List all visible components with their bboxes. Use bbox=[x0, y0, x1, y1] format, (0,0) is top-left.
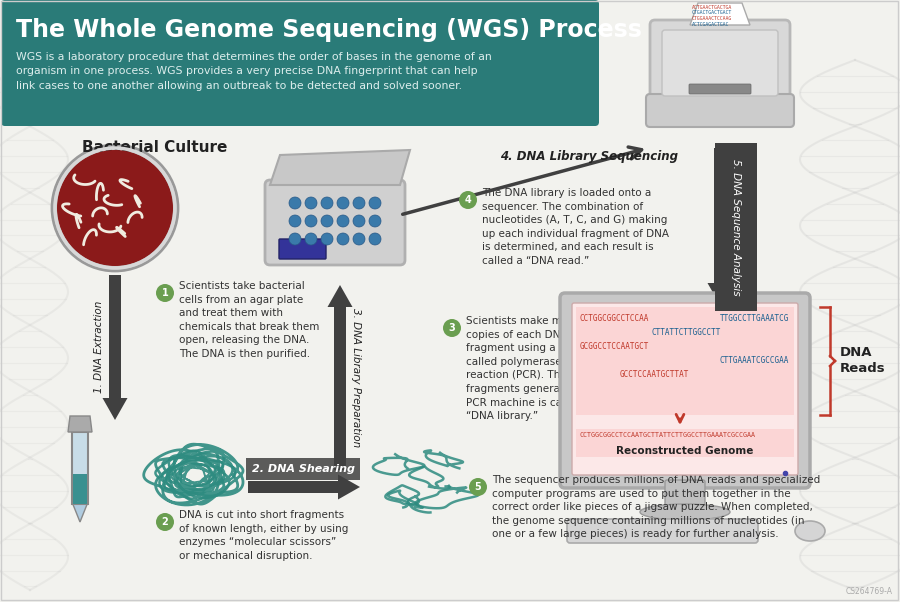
Polygon shape bbox=[690, 3, 750, 25]
Circle shape bbox=[353, 197, 365, 209]
Text: Scientists take bacterial
cells from an agar plate
and treat them with
chemicals: Scientists take bacterial cells from an … bbox=[179, 281, 320, 359]
Circle shape bbox=[321, 233, 333, 245]
FancyBboxPatch shape bbox=[334, 307, 346, 470]
Text: GCCTCCAATGCTTAT: GCCTCCAATGCTTAT bbox=[620, 370, 689, 379]
Circle shape bbox=[156, 513, 174, 531]
FancyBboxPatch shape bbox=[1, 0, 599, 126]
Circle shape bbox=[321, 215, 333, 227]
FancyBboxPatch shape bbox=[279, 239, 326, 259]
Polygon shape bbox=[270, 150, 410, 185]
Text: The DNA library is loaded onto a
sequencer. The combination of
nucleotides (A, T: The DNA library is loaded onto a sequenc… bbox=[482, 188, 669, 266]
Circle shape bbox=[305, 197, 317, 209]
Text: ACTCGAGACTGAC: ACTCGAGACTGAC bbox=[692, 22, 729, 26]
Text: CS264769-A: CS264769-A bbox=[846, 587, 893, 596]
Text: CTGGAAACTCCAAG: CTGGAAACTCCAAG bbox=[692, 16, 733, 21]
Text: 4. DNA Library Sequencing: 4. DNA Library Sequencing bbox=[500, 150, 678, 163]
Circle shape bbox=[443, 319, 461, 337]
Circle shape bbox=[337, 197, 349, 209]
FancyBboxPatch shape bbox=[109, 275, 121, 398]
FancyBboxPatch shape bbox=[567, 519, 758, 543]
Polygon shape bbox=[338, 474, 360, 500]
Ellipse shape bbox=[640, 504, 730, 520]
FancyBboxPatch shape bbox=[73, 474, 87, 504]
Circle shape bbox=[289, 233, 301, 245]
Circle shape bbox=[353, 233, 365, 245]
Circle shape bbox=[289, 197, 301, 209]
Circle shape bbox=[469, 478, 487, 496]
Circle shape bbox=[305, 233, 317, 245]
Circle shape bbox=[57, 150, 173, 266]
FancyBboxPatch shape bbox=[576, 429, 794, 457]
FancyBboxPatch shape bbox=[72, 432, 88, 504]
Polygon shape bbox=[103, 398, 128, 420]
FancyBboxPatch shape bbox=[689, 84, 751, 94]
Text: Reconstructed Genome: Reconstructed Genome bbox=[616, 446, 753, 456]
Circle shape bbox=[337, 215, 349, 227]
Text: The Whole Genome Sequencing (WGS) Process: The Whole Genome Sequencing (WGS) Proces… bbox=[16, 18, 642, 42]
Circle shape bbox=[369, 197, 381, 209]
Text: DNA
Reads: DNA Reads bbox=[840, 347, 886, 376]
FancyBboxPatch shape bbox=[572, 303, 798, 475]
Text: CCTGGCGGCCTCCAATGCTTATTCTTGGCCTTGAAATCGCCGAA: CCTGGCGGCCTCCAATGCTTATTCTTGGCCTTGAAATCGC… bbox=[579, 432, 755, 438]
Text: WGS is a laboratory procedure that determines the order of bases in the genome o: WGS is a laboratory procedure that deter… bbox=[16, 52, 491, 91]
Text: DNA is cut into short fragments
of known length, either by using
enzymes “molecu: DNA is cut into short fragments of known… bbox=[179, 510, 348, 561]
Text: The sequencer produces millions of DNA reads and specialized
computer programs a: The sequencer produces millions of DNA r… bbox=[492, 475, 820, 539]
FancyBboxPatch shape bbox=[714, 148, 726, 283]
FancyBboxPatch shape bbox=[650, 20, 790, 105]
Text: CTGACTGACTGACT: CTGACTGACTGACT bbox=[692, 10, 733, 16]
Text: 3. DNA Library Preparation: 3. DNA Library Preparation bbox=[351, 308, 361, 448]
Text: Scientists make many
copies of each DNA
fragment using a process
called polymera: Scientists make many copies of each DNA … bbox=[466, 316, 606, 421]
FancyBboxPatch shape bbox=[560, 293, 810, 488]
Text: 5: 5 bbox=[474, 482, 482, 492]
Polygon shape bbox=[328, 285, 353, 307]
Circle shape bbox=[459, 191, 477, 209]
FancyBboxPatch shape bbox=[665, 480, 705, 506]
Text: 3: 3 bbox=[448, 323, 455, 333]
FancyBboxPatch shape bbox=[248, 481, 338, 493]
Circle shape bbox=[289, 215, 301, 227]
Text: 2. DNA Shearing: 2. DNA Shearing bbox=[251, 464, 355, 474]
Polygon shape bbox=[707, 283, 733, 305]
Text: 1. DNA Extraction: 1. DNA Extraction bbox=[94, 301, 104, 393]
FancyBboxPatch shape bbox=[265, 180, 405, 265]
Text: CCTGGCGGCCTCCAA: CCTGGCGGCCTCCAA bbox=[580, 314, 650, 323]
Circle shape bbox=[156, 284, 174, 302]
Ellipse shape bbox=[795, 521, 825, 541]
Polygon shape bbox=[68, 416, 92, 432]
Text: 4: 4 bbox=[464, 195, 472, 205]
FancyBboxPatch shape bbox=[646, 94, 794, 127]
Circle shape bbox=[369, 215, 381, 227]
Text: 5. DNA Sequence Analysis: 5. DNA Sequence Analysis bbox=[731, 159, 741, 296]
Circle shape bbox=[305, 215, 317, 227]
FancyBboxPatch shape bbox=[662, 30, 778, 96]
Text: ACTGAACTGACTGA: ACTGAACTGACTGA bbox=[692, 5, 733, 10]
Text: CTTGAAATCGCCGAA: CTTGAAATCGCCGAA bbox=[720, 356, 789, 365]
Text: GCGGCCTCCAATGCT: GCGGCCTCCAATGCT bbox=[580, 342, 650, 351]
Text: 1: 1 bbox=[162, 288, 168, 298]
Circle shape bbox=[321, 197, 333, 209]
Circle shape bbox=[369, 233, 381, 245]
Circle shape bbox=[337, 233, 349, 245]
Circle shape bbox=[52, 145, 178, 271]
Polygon shape bbox=[72, 502, 88, 522]
Text: 2: 2 bbox=[162, 517, 168, 527]
FancyBboxPatch shape bbox=[576, 307, 794, 415]
Circle shape bbox=[353, 215, 365, 227]
Text: Bacterial Culture: Bacterial Culture bbox=[82, 140, 228, 155]
Text: TTGGCCTTGAAATCG: TTGGCCTTGAAATCG bbox=[720, 314, 789, 323]
Text: CTTATTCTTGGCCTT: CTTATTCTTGGCCTT bbox=[652, 328, 722, 337]
